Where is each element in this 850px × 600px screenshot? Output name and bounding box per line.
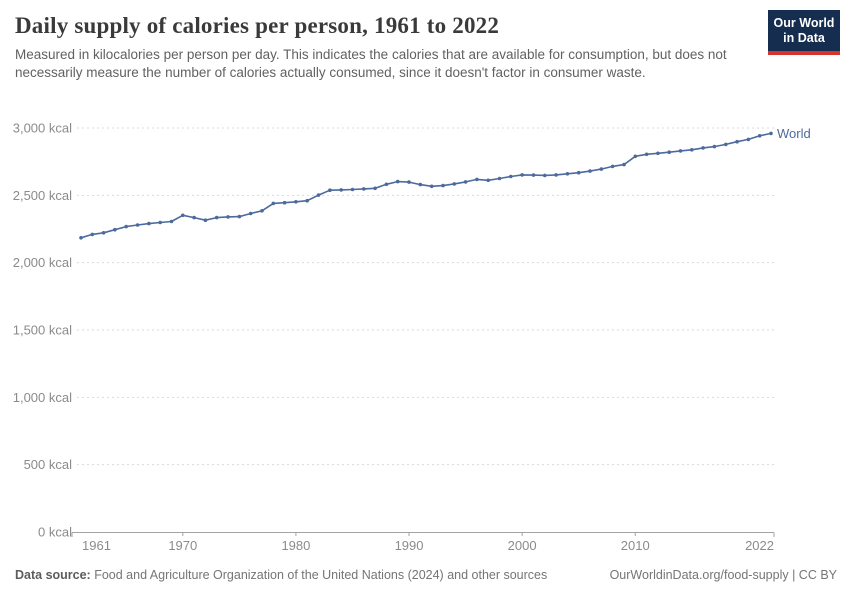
credit-link[interactable]: OurWorldinData.org/food-supply | CC BY <box>609 568 837 582</box>
data-point-marker[interactable] <box>644 152 649 157</box>
x-tick-label: 2000 <box>508 538 537 553</box>
x-tick-label: 1990 <box>395 538 424 553</box>
data-point-marker[interactable] <box>486 178 491 183</box>
data-point-marker[interactable] <box>271 201 276 206</box>
data-point-marker[interactable] <box>339 188 344 192</box>
data-point-marker[interactable] <box>554 173 558 177</box>
data-point-marker[interactable] <box>588 169 592 173</box>
data-point-marker[interactable] <box>395 179 400 184</box>
data-point-marker[interactable] <box>226 215 230 219</box>
x-tick-label: 1980 <box>281 538 310 553</box>
data-point-marker[interactable] <box>667 150 671 154</box>
y-tick-label: 500 kcal <box>24 457 73 472</box>
x-tick-label: 2010 <box>621 538 650 553</box>
data-point-marker[interactable] <box>475 177 479 182</box>
y-tick-label: 2,500 kcal <box>13 188 72 203</box>
world-series-line[interactable] <box>80 132 772 239</box>
data-point-marker[interactable] <box>158 220 162 225</box>
chart-subtitle: Measured in kilocalories per person per … <box>15 47 727 81</box>
chart-header: Daily supply of calories per person, 196… <box>0 0 850 82</box>
data-point-marker[interactable] <box>135 223 140 227</box>
data-point-marker[interactable] <box>565 172 570 176</box>
data-point-marker[interactable] <box>237 214 242 219</box>
data-point-marker[interactable] <box>407 180 411 184</box>
data-point-marker[interactable] <box>531 173 536 177</box>
data-point-marker[interactable] <box>373 186 377 191</box>
data-source: Data source: Food and Agriculture Organi… <box>15 568 547 582</box>
data-point-marker[interactable] <box>169 219 174 224</box>
chart-footer: Data source: Food and Agriculture Organi… <box>15 568 837 582</box>
data-point-marker[interactable] <box>192 215 196 220</box>
data-point-marker[interactable] <box>260 209 264 213</box>
y-tick-label: 3,000 kcal <box>13 121 72 136</box>
y-tick-label: 0 kcal <box>38 525 72 540</box>
data-point-marker[interactable] <box>214 215 219 220</box>
data-point-marker[interactable] <box>418 182 423 187</box>
data-point-marker[interactable] <box>101 231 106 235</box>
data-source-label: Data source: <box>15 568 91 582</box>
data-point-marker[interactable] <box>509 174 513 179</box>
data-point-marker[interactable] <box>328 188 332 192</box>
data-point-marker[interactable] <box>452 182 457 186</box>
data-point-marker[interactable] <box>769 131 773 136</box>
data-point-marker[interactable] <box>113 227 117 232</box>
data-point-marker[interactable] <box>463 180 468 184</box>
data-point-marker[interactable] <box>362 187 366 191</box>
data-point-marker[interactable] <box>701 146 705 150</box>
data-point-marker[interactable] <box>79 236 83 240</box>
data-point-marker[interactable] <box>622 162 626 167</box>
data-point-marker[interactable] <box>429 184 434 189</box>
data-point-marker[interactable] <box>599 167 604 171</box>
data-point-marker[interactable] <box>690 148 694 152</box>
data-point-marker[interactable] <box>248 211 253 216</box>
data-point-marker[interactable] <box>610 164 615 169</box>
data-point-marker[interactable] <box>316 193 321 197</box>
data-point-marker[interactable] <box>497 176 502 181</box>
data-point-marker[interactable] <box>441 183 445 188</box>
series-end-label: World <box>777 126 811 141</box>
y-tick-label: 2,000 kcal <box>13 255 72 270</box>
data-point-marker[interactable] <box>520 173 524 177</box>
data-point-marker[interactable] <box>656 151 660 156</box>
data-point-marker[interactable] <box>678 149 683 153</box>
data-point-marker[interactable] <box>350 187 355 192</box>
x-tick-label: 1961 <box>82 538 111 553</box>
data-point-marker[interactable] <box>543 173 547 178</box>
owid-logo-line2: in Data <box>783 30 825 45</box>
data-point-marker[interactable] <box>384 182 389 187</box>
y-tick-label: 1,000 kcal <box>13 390 72 405</box>
owid-logo-line1: Our World <box>773 16 835 30</box>
data-point-marker[interactable] <box>576 170 581 175</box>
data-point-marker[interactable] <box>203 218 208 222</box>
data-point-marker[interactable] <box>724 142 728 147</box>
data-point-marker[interactable] <box>181 213 185 218</box>
data-point-marker[interactable] <box>294 200 298 204</box>
data-point-marker[interactable] <box>282 200 287 205</box>
data-point-marker[interactable] <box>90 232 95 237</box>
data-point-marker[interactable] <box>746 137 751 142</box>
data-source-text: Food and Agriculture Organization of the… <box>90 568 548 582</box>
x-tick-label: 2022 <box>745 538 774 553</box>
x-tick-label: 1970 <box>168 538 197 553</box>
data-point-marker[interactable] <box>305 198 310 203</box>
chart-title: Daily supply of calories per person, 196… <box>15 13 500 38</box>
owid-logo[interactable]: Our World in Data <box>768 10 840 55</box>
data-point-marker[interactable] <box>633 154 638 159</box>
data-point-marker[interactable] <box>147 221 151 226</box>
data-point-marker[interactable] <box>124 224 128 229</box>
data-point-marker[interactable] <box>712 144 717 149</box>
data-point-marker[interactable] <box>757 134 762 138</box>
y-tick-label: 1,500 kcal <box>13 323 72 338</box>
data-point-marker[interactable] <box>735 139 739 144</box>
